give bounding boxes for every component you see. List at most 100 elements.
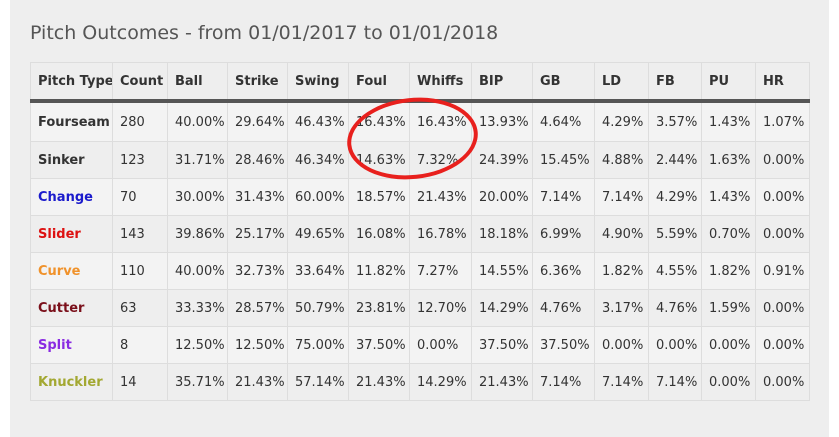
pitch-type-cell: Curve bbox=[30, 252, 113, 290]
gb-cell: 37.50% bbox=[532, 326, 595, 364]
ball-cell: 12.50% bbox=[167, 326, 228, 364]
column-header-count[interactable]: Count bbox=[112, 62, 168, 103]
whiffs-cell: 16.43% bbox=[409, 100, 472, 142]
fb-cell: 0.00% bbox=[648, 326, 702, 364]
swing-cell: 75.00% bbox=[287, 326, 349, 364]
strike-cell: 21.43% bbox=[227, 363, 288, 401]
pitch-type-cell: Slider bbox=[30, 215, 113, 253]
ld-cell: 4.29% bbox=[594, 100, 649, 142]
hr-cell: 0.91% bbox=[755, 252, 810, 290]
column-header-hr[interactable]: HR bbox=[755, 62, 810, 103]
ld-cell: 3.17% bbox=[594, 289, 649, 327]
whiffs-cell: 7.27% bbox=[409, 252, 472, 290]
bip-cell: 14.55% bbox=[471, 252, 533, 290]
bip-cell: 37.50% bbox=[471, 326, 533, 364]
column-header-whiffs[interactable]: Whiffs bbox=[409, 62, 472, 103]
hr-cell: 1.07% bbox=[755, 100, 810, 142]
pitch-type-cell: Sinker bbox=[30, 141, 113, 179]
table-row: Cutter 63 33.33% 28.57% 50.79% 23.81% 12.70% 14… bbox=[30, 289, 810, 327]
count-cell: 110 bbox=[112, 252, 168, 290]
bip-cell: 14.29% bbox=[471, 289, 533, 327]
bip-cell: 20.00% bbox=[471, 178, 533, 216]
gb-cell: 7.14% bbox=[532, 178, 595, 216]
table-body: Fourseam 280 40.00% 29.64% 46.43% 16.43% 16.43… bbox=[30, 100, 810, 401]
bip-cell: 21.43% bbox=[471, 363, 533, 401]
swing-cell: 49.65% bbox=[287, 215, 349, 253]
table-row: Slider 143 39.86% 25.17% 49.65% 16.08% 16.78% 1… bbox=[30, 215, 810, 253]
column-header-foul[interactable]: Foul bbox=[348, 62, 410, 103]
table-row: Curve 110 40.00% 32.73% 33.64% 11.82% 7.27% 14.… bbox=[30, 252, 810, 290]
column-header-gb[interactable]: GB bbox=[532, 62, 595, 103]
ball-cell: 31.71% bbox=[167, 141, 228, 179]
count-cell: 280 bbox=[112, 100, 168, 142]
ld-cell: 7.14% bbox=[594, 178, 649, 216]
whiffs-cell: 16.78% bbox=[409, 215, 472, 253]
whiffs-cell: 7.32% bbox=[409, 141, 472, 179]
whiffs-cell: 14.29% bbox=[409, 363, 472, 401]
fb-cell: 5.59% bbox=[648, 215, 702, 253]
column-header-ld[interactable]: LD bbox=[594, 62, 649, 103]
column-header-pitch-type[interactable]: Pitch Type bbox=[30, 62, 113, 103]
pitch-type-cell: Change bbox=[30, 178, 113, 216]
column-header-strike[interactable]: Strike bbox=[227, 62, 288, 103]
count-cell: 63 bbox=[112, 289, 168, 327]
foul-cell: 14.63% bbox=[348, 141, 410, 179]
pu-cell: 1.82% bbox=[701, 252, 756, 290]
pu-cell: 0.70% bbox=[701, 215, 756, 253]
count-cell: 123 bbox=[112, 141, 168, 179]
ld-cell: 1.82% bbox=[594, 252, 649, 290]
fb-cell: 4.76% bbox=[648, 289, 702, 327]
gb-cell: 7.14% bbox=[532, 363, 595, 401]
strike-cell: 32.73% bbox=[227, 252, 288, 290]
bip-cell: 24.39% bbox=[471, 141, 533, 179]
pu-cell: 1.63% bbox=[701, 141, 756, 179]
hr-cell: 0.00% bbox=[755, 363, 810, 401]
gb-cell: 4.76% bbox=[532, 289, 595, 327]
hr-cell: 0.00% bbox=[755, 289, 810, 327]
count-cell: 143 bbox=[112, 215, 168, 253]
table-row: Knuckler 14 35.71% 21.43% 57.14% 21.43% 14.29%… bbox=[30, 363, 810, 401]
ball-cell: 39.86% bbox=[167, 215, 228, 253]
fb-cell: 7.14% bbox=[648, 363, 702, 401]
swing-cell: 60.00% bbox=[287, 178, 349, 216]
table-row: Change 70 30.00% 31.43% 60.00% 18.57% 21.43% 20… bbox=[30, 178, 810, 216]
gb-cell: 4.64% bbox=[532, 100, 595, 142]
bip-cell: 13.93% bbox=[471, 100, 533, 142]
table-row: Sinker 123 31.71% 28.46% 46.34% 14.63% 7.32% 24… bbox=[30, 141, 810, 179]
column-header-pu[interactable]: PU bbox=[701, 62, 756, 103]
count-cell: 8 bbox=[112, 326, 168, 364]
ld-cell: 4.90% bbox=[594, 215, 649, 253]
table-row: Split 8 12.50% 12.50% 75.00% 37.50% 0.00% 37.50… bbox=[30, 326, 810, 364]
count-cell: 70 bbox=[112, 178, 168, 216]
whiffs-cell: 12.70% bbox=[409, 289, 472, 327]
foul-cell: 37.50% bbox=[348, 326, 410, 364]
swing-cell: 57.14% bbox=[287, 363, 349, 401]
column-header-ball[interactable]: Ball bbox=[167, 62, 228, 103]
strike-cell: 28.46% bbox=[227, 141, 288, 179]
ball-cell: 40.00% bbox=[167, 252, 228, 290]
gb-cell: 15.45% bbox=[532, 141, 595, 179]
gb-cell: 6.99% bbox=[532, 215, 595, 253]
hr-cell: 0.00% bbox=[755, 178, 810, 216]
strike-cell: 28.57% bbox=[227, 289, 288, 327]
pu-cell: 0.00% bbox=[701, 326, 756, 364]
hr-cell: 0.00% bbox=[755, 215, 810, 253]
fb-cell: 4.29% bbox=[648, 178, 702, 216]
foul-cell: 11.82% bbox=[348, 252, 410, 290]
pu-cell: 1.59% bbox=[701, 289, 756, 327]
column-header-fb[interactable]: FB bbox=[648, 62, 702, 103]
pitch-type-cell: Fourseam bbox=[30, 100, 113, 142]
column-header-swing[interactable]: Swing bbox=[287, 62, 349, 103]
fb-cell: 3.57% bbox=[648, 100, 702, 142]
ball-cell: 30.00% bbox=[167, 178, 228, 216]
strike-cell: 31.43% bbox=[227, 178, 288, 216]
swing-cell: 46.34% bbox=[287, 141, 349, 179]
whiffs-cell: 0.00% bbox=[409, 326, 472, 364]
ld-cell: 4.88% bbox=[594, 141, 649, 179]
column-header-bip[interactable]: BIP bbox=[471, 62, 533, 103]
ball-cell: 33.33% bbox=[167, 289, 228, 327]
foul-cell: 18.57% bbox=[348, 178, 410, 216]
swing-cell: 33.64% bbox=[287, 252, 349, 290]
hr-cell: 0.00% bbox=[755, 141, 810, 179]
table-header-row: Pitch Type Count Ball Strike Swing Foul … bbox=[30, 62, 810, 103]
